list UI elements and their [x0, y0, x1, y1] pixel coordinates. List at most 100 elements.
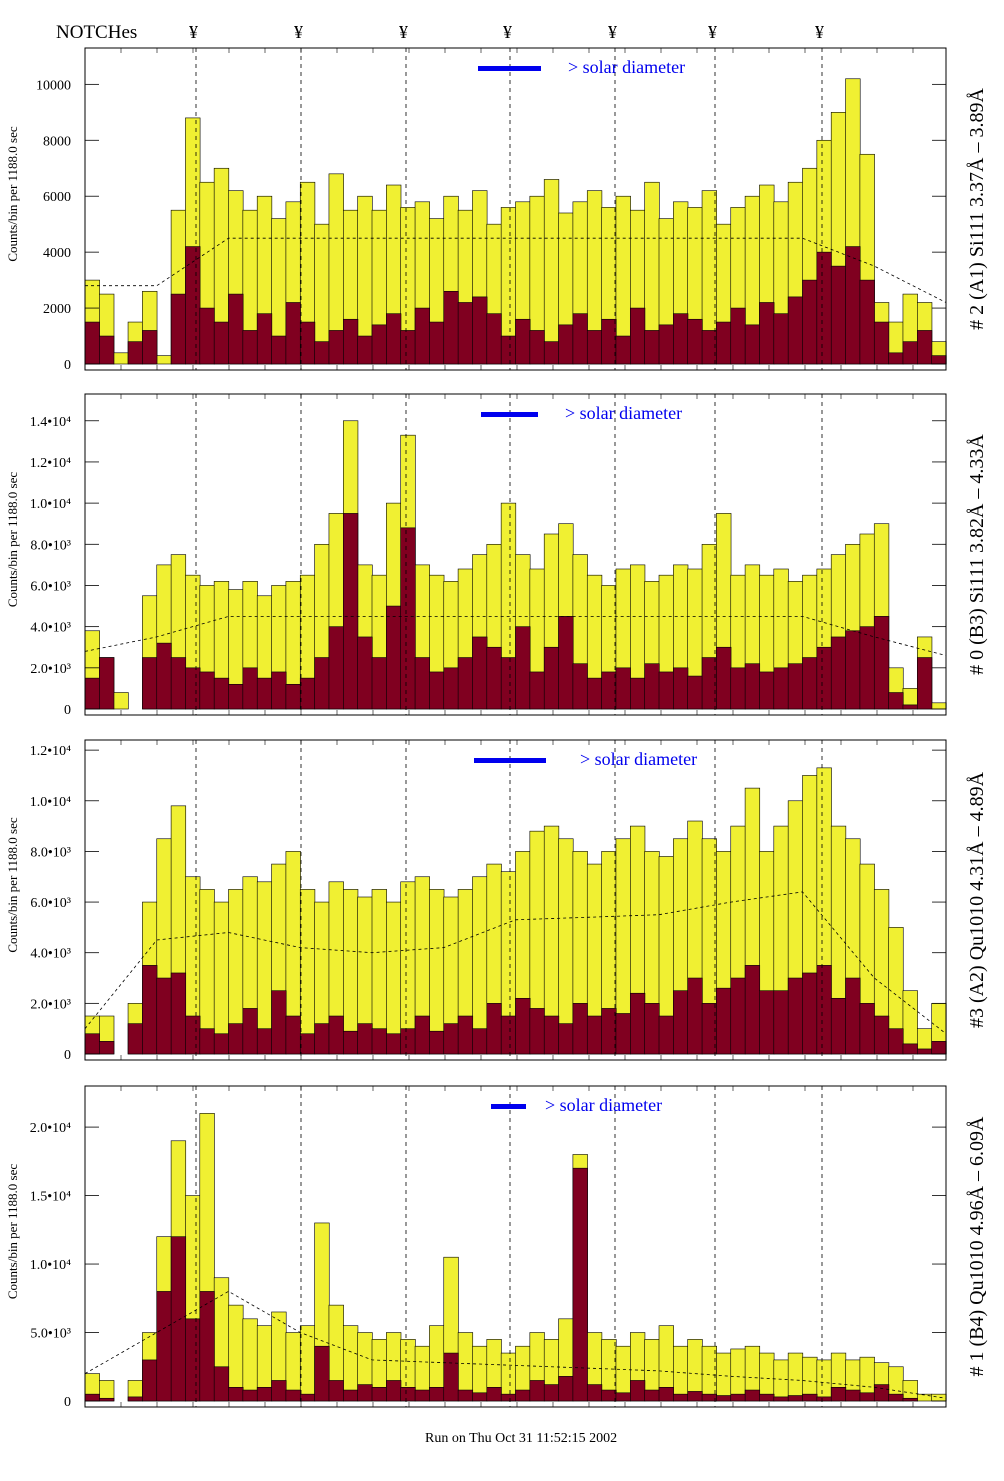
sub-bar — [701, 1003, 717, 1055]
sub-bar — [529, 671, 545, 710]
y-tick-label: 2.0•10³ — [30, 997, 71, 1012]
sub-bar — [142, 330, 158, 365]
sub-bar — [443, 1352, 459, 1402]
y-tick-label: 2.0•10⁴ — [30, 1121, 71, 1136]
sub-bar — [687, 1391, 703, 1402]
sub-bar — [515, 997, 531, 1055]
total-bar — [902, 1380, 918, 1402]
panel-title: # 0 (B3) Si111 3.82Å – 4.33Å — [966, 434, 988, 675]
sub-bar — [515, 318, 531, 365]
model-curve — [84, 616, 947, 656]
panel-title: # 2 (A1) Si111 3.37Å – 3.89Å — [966, 88, 988, 330]
sub-bar — [199, 1028, 215, 1055]
total-bar — [256, 881, 273, 1055]
sub-bar — [142, 657, 158, 710]
sub-bar — [716, 987, 732, 1055]
sub-bar — [515, 1389, 531, 1402]
sub-bar — [314, 657, 330, 710]
y-tick-label: 4.0•10³ — [30, 621, 71, 636]
sub-bar — [400, 1028, 416, 1055]
sub-bar — [543, 646, 560, 710]
sub-bar — [457, 302, 474, 365]
sub-bar — [931, 355, 947, 365]
sub-bar — [658, 324, 674, 365]
total-bar — [673, 1345, 689, 1402]
sub-bar — [759, 1393, 775, 1402]
sub-bar — [199, 671, 215, 710]
total-bar — [299, 1325, 316, 1402]
sub-bar — [213, 1033, 230, 1055]
y-tick-label: 4000 — [43, 246, 71, 261]
sub-bar — [99, 657, 115, 710]
total-bar — [113, 692, 129, 710]
notch-marker: ¥ — [815, 22, 824, 42]
sub-bar — [127, 1396, 144, 1402]
sub-bar — [285, 1389, 301, 1402]
sub-bar — [802, 657, 818, 710]
sub-bar — [902, 704, 918, 710]
sub-bar — [529, 330, 545, 365]
sub-bar — [84, 1033, 100, 1055]
sub-bar — [773, 990, 789, 1055]
sub-bar — [170, 972, 187, 1055]
sub-bar — [744, 324, 761, 365]
y-tick-label: 1.0•10⁴ — [30, 497, 71, 512]
sub-bar — [845, 1389, 861, 1402]
sub-bar — [170, 1236, 187, 1402]
sub-bar — [615, 335, 631, 365]
sub-bar — [787, 296, 804, 365]
plot-frame — [84, 393, 947, 716]
sub-bar — [314, 1023, 330, 1055]
sub-bar — [342, 318, 359, 365]
sub-bar — [730, 307, 746, 365]
sub-bar — [342, 513, 359, 710]
total-bar — [716, 1352, 732, 1402]
y-tick-label: 1.0•10⁴ — [30, 1258, 71, 1273]
sub-bar — [500, 1015, 517, 1055]
sub-bar — [816, 251, 832, 365]
plot-frame — [84, 47, 947, 371]
sub-bar — [156, 642, 172, 710]
sub-bar — [673, 667, 689, 710]
sub-bar — [730, 1393, 746, 1402]
sub-bar — [443, 1023, 459, 1055]
panel-0: 0 2000 4000 6000 8000 10000 Counts/bin per 118… — [5, 47, 988, 373]
sub-bar — [213, 321, 230, 365]
sub-bar — [256, 1028, 273, 1055]
panel-title: #3 (A2) Qu1010 4.31Å – 4.89Å — [966, 771, 988, 1028]
sub-bar — [845, 630, 861, 710]
sub-bar — [357, 335, 373, 365]
sub-bar — [572, 313, 588, 365]
sub-bar — [888, 1028, 904, 1055]
sub-bar — [127, 1023, 144, 1055]
sub-bar — [400, 1387, 416, 1402]
sub-bar — [386, 1033, 402, 1055]
sub-bar — [773, 1396, 789, 1402]
sub-bar — [845, 977, 861, 1055]
sub-bar — [572, 1167, 588, 1402]
total-bar — [931, 702, 947, 710]
total-bar — [558, 838, 574, 1055]
model-curve — [84, 891, 947, 1035]
sub-bar — [701, 330, 717, 365]
sub-bar — [873, 616, 890, 710]
sub-bar — [414, 1389, 430, 1402]
legend-text: > solar diameter — [565, 403, 682, 423]
sub-bar — [285, 683, 301, 710]
y-tick-label: 1.5•10⁴ — [30, 1190, 71, 1205]
total-bar — [156, 355, 172, 365]
y-tick-label: 8.0•10³ — [30, 538, 71, 553]
sub-bar — [816, 646, 832, 710]
sub-bar — [816, 1396, 832, 1402]
y-tick-label: 1.0•10⁴ — [30, 795, 71, 810]
sub-bar — [486, 1387, 502, 1402]
sub-bar — [787, 663, 804, 710]
sub-bar — [629, 307, 646, 365]
sub-bar — [673, 1393, 689, 1402]
notch-marker: ¥ — [189, 22, 198, 42]
total-bar — [99, 1380, 115, 1402]
sub-bar — [529, 1008, 545, 1055]
total-bar — [931, 1393, 947, 1402]
sub-bar — [228, 1387, 244, 1402]
sub-bar — [170, 293, 187, 365]
